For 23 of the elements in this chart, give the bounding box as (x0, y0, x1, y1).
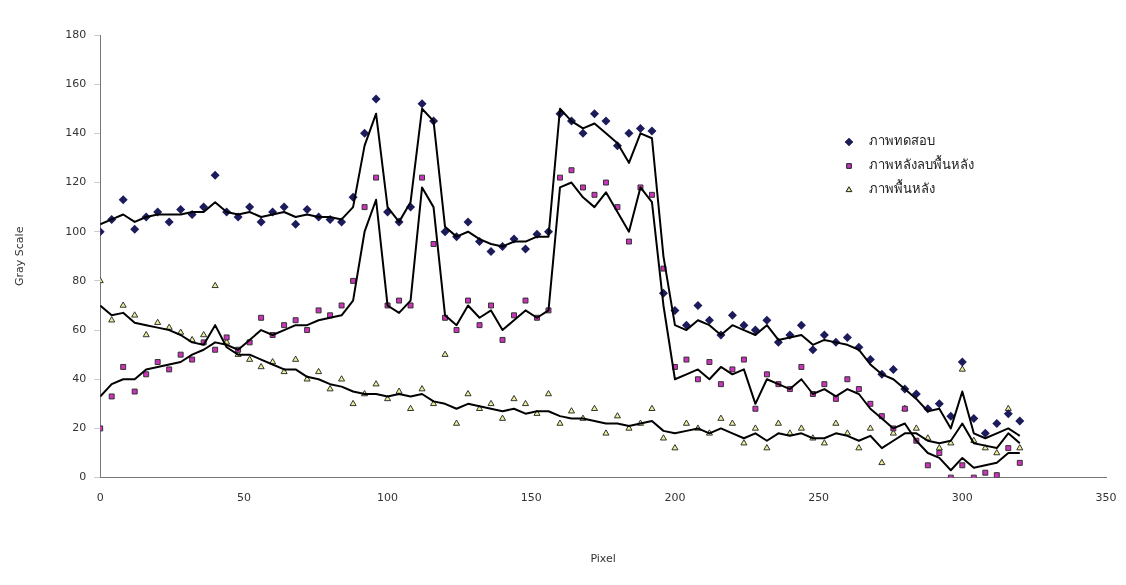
y-tick-label: 100 (65, 224, 87, 238)
x-tick-label: 200 (664, 491, 686, 505)
legend-label: ภาพหลังลบพื้นหลัง (869, 155, 974, 173)
x-tick-label: 150 (520, 491, 542, 505)
y-tick-label: 180 (65, 27, 87, 41)
y-tick-label: 20 (72, 421, 87, 435)
legend-label: ภาพพื้นหลัง (869, 179, 935, 197)
y-tick-label: 140 (65, 126, 87, 140)
y-tick-label: 120 (65, 175, 87, 189)
y-tick-label: 60 (72, 322, 87, 336)
y-tick-label: 80 (72, 273, 87, 287)
y-tick-label: 0 (79, 470, 87, 484)
x-tick-label: 0 (96, 491, 104, 505)
legend-label: ภาพทดสอบ (869, 133, 935, 149)
x-tick-label: 250 (808, 491, 830, 505)
y-axis-title: Gray Scale (13, 226, 27, 286)
x-tick-label: 100 (377, 491, 399, 505)
x-tick-label: 350 (1095, 491, 1117, 505)
x-axis-title: Pixel (590, 552, 616, 566)
y-tick-label: 160 (65, 77, 87, 91)
x-tick-label: 50 (236, 491, 251, 505)
y-tick-label: 40 (72, 372, 87, 386)
x-tick-label: 300 (951, 491, 973, 505)
